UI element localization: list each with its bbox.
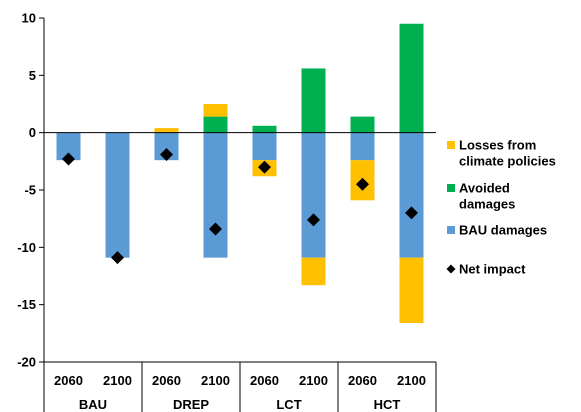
x-tick-label: 2100: [103, 373, 132, 388]
bar-bau-damages-1: [105, 132, 130, 258]
bar-bau-damages-5: [301, 132, 326, 258]
legend-swatch-0: [447, 141, 455, 149]
legend: Losses from climate policies Avoided damage…: [446, 138, 556, 277]
net-impact-marker-1: [111, 251, 124, 265]
bar-losses-from-climate-policies-7: [399, 257, 424, 324]
bar-avoided-damages-4: [252, 125, 277, 133]
net-impact-marker-2: [160, 147, 173, 161]
y-axis: 10 5 0 -5 -10 -15 -20: [17, 11, 45, 370]
group-label-lct: LCT: [276, 397, 301, 412]
net-impact-marker-4: [258, 160, 271, 174]
legend-swatch-1: [447, 184, 455, 192]
group-label-bau: BAU: [79, 397, 107, 412]
x-tick-label: 2100: [299, 373, 328, 388]
legend-label-2: BAU damages: [459, 223, 547, 238]
net-impact-marker-6: [356, 177, 369, 191]
x-tick-label: 2060: [152, 373, 181, 388]
y-tick-label: -20: [17, 355, 36, 370]
bar-losses-from-climate-policies-2: [154, 128, 179, 133]
bar-bau-damages-6: [350, 132, 375, 161]
legend-diamond-icon: [446, 264, 456, 274]
x-tick-label: 2060: [54, 373, 83, 388]
x-tick-label: 2100: [397, 373, 426, 388]
y-tick-label: -5: [24, 183, 36, 198]
net-impact-marker-7: [405, 206, 418, 220]
legend-label-0: Losses from climate policies: [459, 138, 556, 169]
bar-bau-damages-3: [203, 132, 228, 258]
bar-avoided-damages-3: [203, 116, 228, 133]
bar-losses-from-climate-policies-3: [203, 104, 228, 117]
net-impact-marker-5: [307, 213, 320, 227]
net-impact-marker-0: [62, 152, 75, 166]
x-tick-label: 2060: [348, 373, 377, 388]
y-tick-label: 10: [22, 11, 36, 26]
x-axis: 2060 2100 2060 2100 2060 2100 2060 2100 BAU DREP L…: [43, 361, 437, 412]
bars: [44, 23, 436, 324]
bar-bau-damages-4: [252, 132, 277, 161]
bar-avoided-damages-5: [301, 68, 326, 133]
bar-avoided-damages-7: [399, 23, 424, 133]
bar-avoided-damages-6: [350, 116, 375, 133]
x-tick-label: 2100: [201, 373, 230, 388]
bar-bau-damages-7: [399, 132, 424, 258]
y-tick-label: 0: [29, 125, 36, 140]
y-tick-label: -10: [17, 240, 36, 255]
y-tick-label: 5: [29, 68, 36, 83]
x-tick-label: 2060: [250, 373, 279, 388]
bar-losses-from-climate-policies-5: [301, 257, 326, 286]
y-tick-label: -15: [17, 297, 36, 312]
legend-label-1: Avoided damages: [459, 181, 515, 212]
net-impact-markers: [62, 147, 418, 265]
group-label-hct: HCT: [374, 397, 401, 412]
net-impact-marker-3: [209, 222, 222, 236]
legend-swatch-2: [447, 226, 455, 234]
legend-label-net-impact: Net impact: [459, 262, 526, 277]
group-label-drep: DREP: [173, 397, 209, 412]
